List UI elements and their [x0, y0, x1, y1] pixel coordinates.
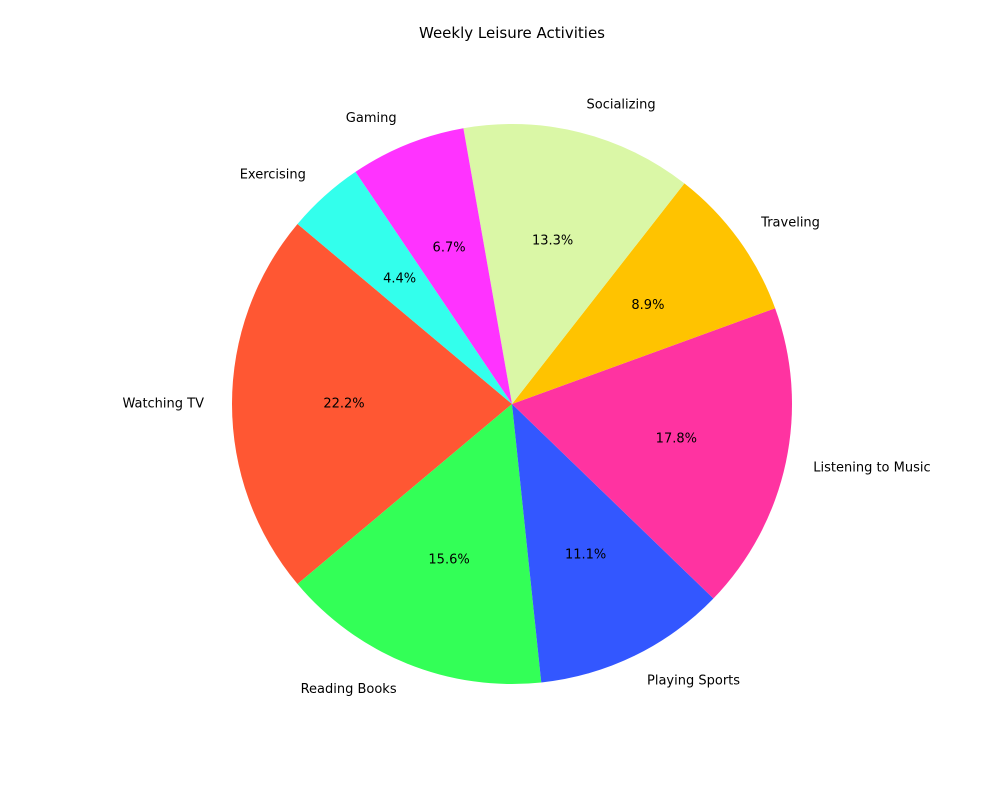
pie-slice-playing-sports — [512, 404, 714, 683]
pie-slice-traveling — [512, 183, 776, 404]
pie-slice-exercising — [297, 171, 512, 404]
pie-slice-gaming — [355, 128, 512, 404]
pie-slices — [232, 124, 792, 684]
percent-label-listening-to-music: 17.8% — [656, 431, 697, 446]
slice-label-exercising: Exercising — [240, 168, 306, 183]
pie-slice-socializing — [463, 124, 685, 405]
slice-label-listening-to-music: Listening to Music — [813, 461, 930, 476]
percent-label-reading-books: 15.6% — [428, 552, 469, 567]
slice-label-socializing: Socializing — [587, 98, 656, 113]
slice-label-traveling: Traveling — [760, 215, 820, 230]
percent-label-exercising: 4.4% — [383, 272, 416, 287]
percent-label-socializing: 13.3% — [532, 233, 573, 248]
percent-label-gaming: 6.7% — [433, 241, 466, 256]
percent-label-playing-sports: 11.1% — [565, 547, 606, 562]
pie-slice-reading-books — [297, 404, 542, 684]
percent-label-traveling: 8.9% — [631, 298, 664, 313]
pie-labels: Watching TV 22.2% Reading Books 15.6% Playin… — [122, 98, 930, 697]
slice-label-watching-tv: Watching TV — [122, 397, 204, 412]
slice-label-reading-books: Reading Books — [301, 682, 397, 697]
pie-slice-listening-to-music — [512, 308, 792, 599]
pie-slice-watching-tv — [232, 224, 513, 584]
slice-label-gaming: Gaming — [346, 111, 397, 126]
slice-label-playing-sports: Playing Sports — [647, 673, 740, 688]
percent-label-watching-tv: 22.2% — [323, 397, 364, 412]
chart-title: Weekly Leisure Activities — [419, 24, 605, 42]
